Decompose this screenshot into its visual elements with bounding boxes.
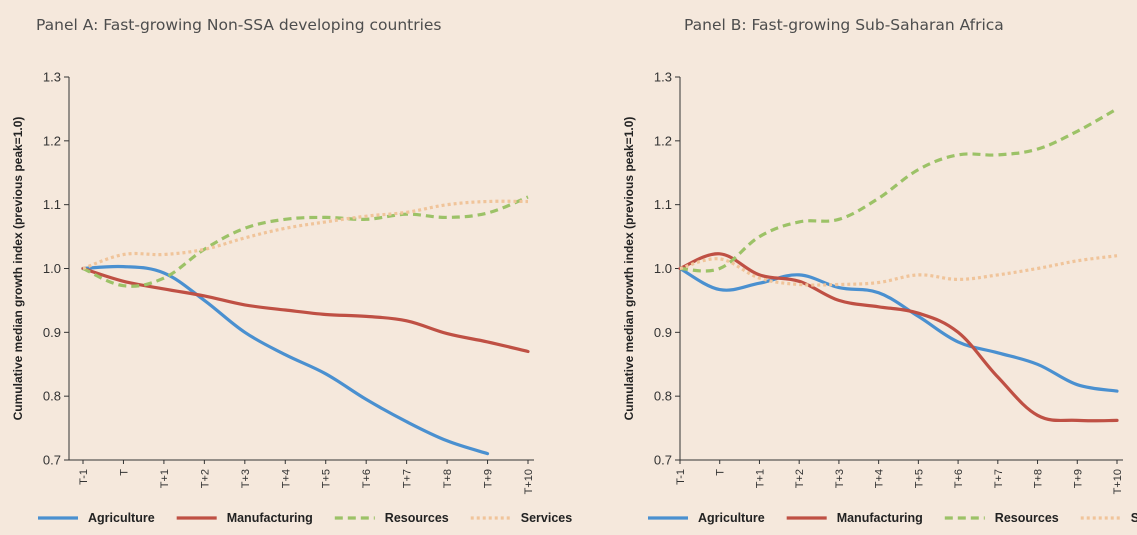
y-tick-label: 1.1 [654,197,672,212]
y-tick-label: 1.3 [43,70,61,85]
y-tick-label: 1.3 [654,70,672,85]
x-tick-label: T+2 [794,469,806,488]
legend-label-resources: Resources [995,511,1059,525]
x-tick-label: T [118,469,130,476]
x-tick-label: T+1 [159,469,171,488]
y-axis-title: Cumulative median growth index (previous… [622,117,636,421]
series-line-agriculture [678,266,1119,393]
legend-label-resources: Resources [385,511,449,525]
panel-b-title: Panel B: Fast-growing Sub-Saharan Africa [684,16,1004,34]
series-line-services [679,254,1118,287]
series-line-resources [679,107,1118,273]
x-tick-label: T+5 [913,469,925,488]
x-tick-label: T [715,469,727,476]
x-tick-label: T+7 [402,469,414,488]
x-tick-label: T+1 [754,469,766,488]
y-tick-label: 0.8 [654,389,672,404]
x-tick-label: T+6 [953,469,965,488]
series-line-agriculture [81,264,490,456]
series-line-manufacturing [81,266,530,354]
y-tick-label: 1.1 [43,197,61,212]
y-tick-label: 1.0 [654,261,672,276]
legend-label-services: Services [521,511,572,525]
x-tick-label: T+10 [1112,469,1124,494]
x-tick-label: T+6 [361,469,373,488]
legend-label-manufacturing: Manufacturing [837,511,923,525]
x-tick-label: T+8 [442,469,454,488]
y-tick-label: 1.2 [654,133,672,148]
series-line-resources [82,195,529,288]
y-tick-label: 0.8 [43,389,61,404]
x-tick-label: T+4 [280,469,292,488]
panel-b-plot: 0.7 0.8 0.9 1.0 1.1 1.2 1.3 T-1 T T+1 T+2 T+3 T+4 T+5… [622,70,1137,526]
y-tick-label: 0.7 [43,453,61,468]
x-tick-label: T+2 [199,469,211,488]
y-tick-label: 0.7 [654,453,672,468]
panel-a-plot: 0.7 0.8 0.9 1.0 1.1 1.2 1.3 T-1 T T+1 T+2 T+3 T+4 T+5… [11,70,572,526]
legend-label-agriculture: Agriculture [88,511,155,525]
y-tick-label: 0.9 [43,325,61,340]
x-tick-label: T+9 [1072,469,1084,488]
x-tick-label: T+7 [993,469,1005,488]
x-tick-label: T+5 [321,469,333,488]
x-tick-label: T+10 [523,469,535,494]
panel-a-title: Panel A: Fast-growing Non-SSA developing… [36,16,442,34]
legend-label-agriculture: Agriculture [698,511,765,525]
x-tick-label: T+4 [874,469,886,488]
y-tick-label: 0.9 [654,325,672,340]
y-tick-label: 1.0 [43,261,61,276]
x-tick-label: T+9 [483,469,495,488]
x-tick-label: T+8 [1033,469,1045,488]
x-tick-label: T-1 [78,469,90,485]
series-line-services [82,199,529,271]
legend-label-services: Services [1131,511,1137,525]
x-tick-label: T-1 [675,469,687,485]
x-tick-label: T+3 [240,469,252,488]
y-axis-title: Cumulative median growth index (previous… [11,117,25,421]
y-tick-label: 1.2 [43,133,61,148]
legend-label-manufacturing: Manufacturing [227,511,313,525]
x-tick-label: T+3 [834,469,846,488]
series-line-manufacturing [678,252,1119,423]
